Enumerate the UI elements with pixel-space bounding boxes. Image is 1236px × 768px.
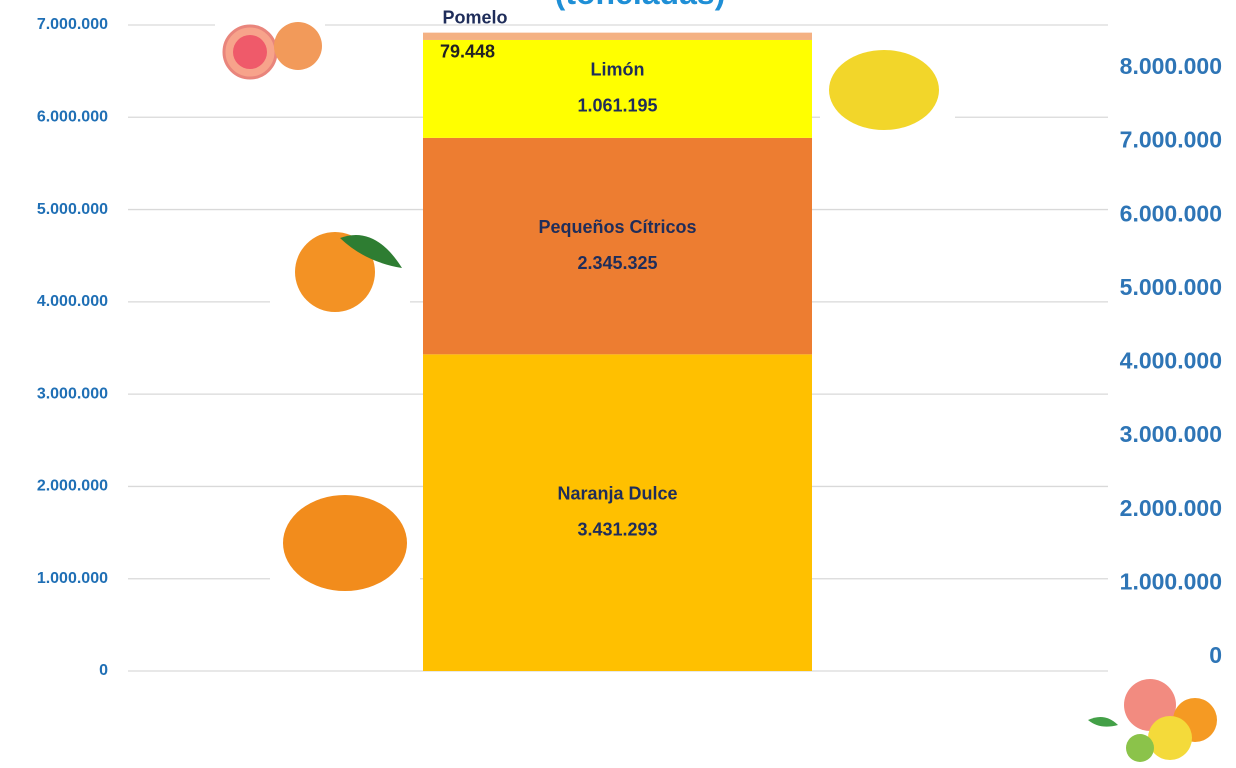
value-label: 2.345.325 [577,253,657,273]
segment-label: Limón [591,60,645,80]
y-tick-label: 4.000.000 [37,293,108,310]
y-tick-label: 0 [99,662,108,679]
y2-tick-label: 3.000.000 [1120,421,1222,447]
grapefruit-flesh [233,35,267,69]
y-tick-label: 6.000.000 [37,109,108,126]
value-label: 79.448 [440,41,495,61]
leaf-icon [1088,717,1118,727]
lime-icon [1126,734,1154,762]
bar-segment [423,354,812,671]
orange-icon [283,495,407,591]
y-tick-label: 7.000.000 [37,16,108,33]
bar-segment [423,33,812,40]
y-tick-label: 1.000.000 [37,570,108,587]
segment-label: Pequeños Cítricos [538,217,696,237]
value-label: 1.061.195 [577,96,657,116]
segment-label: Pomelo [442,7,507,27]
y2-tick-label: 1.000.000 [1120,568,1222,594]
value-label: 3.431.293 [577,519,657,539]
grapefruit-icon [274,22,322,70]
chart: (toneladas) Naranja Dulce 3.431.293 Pequeñ… [0,0,1236,768]
y2-tick-label: 7.000.000 [1120,127,1222,153]
bar-segment [423,138,812,354]
y2-tick-label: 2.000.000 [1120,495,1222,521]
bars: Naranja Dulce 3.431.293 Pequeños Cítricos 2… [423,7,812,671]
y-tick-label: 5.000.000 [37,201,108,218]
y2-tick-label: 5.000.000 [1120,274,1222,300]
lemon-icon [829,50,939,130]
y2-tick-label: 6.000.000 [1120,200,1222,226]
y2-tick-label: 4.000.000 [1120,348,1222,374]
y2-tick-label: 8.000.000 [1120,53,1222,79]
y-tick-label: 3.000.000 [37,385,108,402]
y2-tick-label: 0 [1209,642,1222,668]
segment-label: Naranja Dulce [557,483,677,503]
chart-title: (toneladas) [555,0,726,11]
lemon-icon [1148,716,1192,760]
y-tick-label: 2.000.000 [37,478,108,495]
